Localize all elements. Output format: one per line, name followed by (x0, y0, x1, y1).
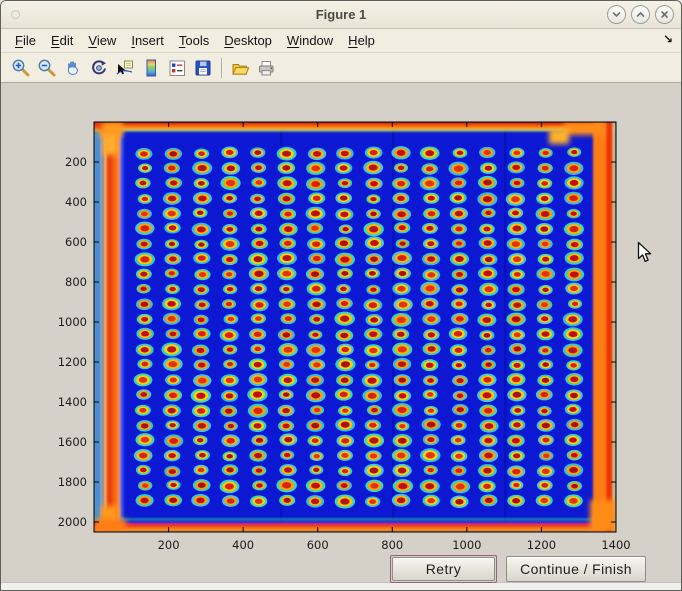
toolbar-separator (221, 57, 222, 78)
zoom-in-icon (12, 59, 30, 76)
minimize-button[interactable] (607, 5, 626, 24)
menu-item-view[interactable]: View (88, 33, 117, 48)
x-tick-label: 1200 (527, 538, 556, 552)
zoom-out-button[interactable] (34, 56, 60, 80)
toolbar (1, 53, 681, 83)
zoom-out-icon (38, 59, 56, 76)
rotate-3d-icon (92, 59, 106, 74)
y-tick-label: 1000 (58, 315, 87, 329)
insert-colorbar-button[interactable] (138, 56, 164, 80)
menubar: File Edit View Insert Tools Desktop Window Help… (1, 29, 681, 53)
y-tick-label: 1600 (58, 435, 87, 449)
spot-grid (133, 146, 585, 509)
y-tick-label: 2000 (58, 515, 87, 529)
close-button[interactable] (655, 5, 674, 24)
menu-item-window[interactable]: Window (286, 33, 334, 48)
printer-icon (259, 60, 274, 76)
titlebar[interactable]: Figure 1 (1, 1, 681, 29)
y-tick-label: 1800 (58, 475, 87, 489)
y-tick-label: 600 (65, 235, 87, 249)
pan-button[interactable] (60, 56, 86, 80)
chevron-up-icon (636, 11, 645, 17)
maximize-button[interactable] (631, 5, 650, 24)
y-tick-label: 400 (65, 195, 87, 209)
x-tick-label: 1400 (601, 538, 630, 552)
menu-item-desktop[interactable]: Desktop (224, 33, 272, 48)
rotate-3d-button[interactable] (86, 56, 112, 80)
y-tick-label: 200 (65, 155, 87, 169)
window-controls (607, 5, 674, 24)
insert-legend-button[interactable] (164, 56, 190, 80)
window-bottom-edge (1, 582, 681, 590)
open-folder-icon (232, 63, 250, 75)
data-cursor-button[interactable] (112, 56, 138, 80)
x-tick-label: 200 (158, 538, 180, 552)
save-figure-button[interactable] (190, 56, 216, 80)
zoom-in-button[interactable] (8, 56, 34, 80)
axes-box (93, 121, 617, 533)
x-tick-label: 800 (381, 538, 403, 552)
menu-item-insert[interactable]: Insert (131, 33, 164, 48)
legend-icon (169, 60, 185, 76)
y-tick-label: 800 (65, 275, 87, 289)
save-floppy-icon (195, 60, 211, 75)
retry-focus-ring: Retry (390, 555, 497, 583)
retry-button[interactable]: Retry (392, 557, 495, 581)
pan-hand-icon (67, 60, 79, 75)
menu-item-tools[interactable]: Tools (178, 33, 210, 48)
x-tick-label: 600 (307, 538, 329, 552)
close-icon (661, 11, 668, 18)
window-title: Figure 1 (315, 7, 367, 22)
continue-finish-button[interactable]: Continue / Finish (506, 556, 646, 582)
menu-item-help[interactable]: Help (348, 33, 375, 48)
y-tick-label: 1400 (58, 395, 87, 409)
y-tick-label: 1200 (58, 355, 87, 369)
chevron-down-icon (612, 12, 621, 18)
print-figure-button[interactable] (253, 56, 279, 80)
menu-items: File Edit View Insert Tools Desktop Window Help (1, 33, 390, 48)
open-file-button[interactable] (227, 56, 253, 80)
heatmap-image (94, 122, 616, 532)
microarray-image-plot[interactable]: 200 400 600 800 1000 1200 1400 200 400 600 800 1000… (1, 83, 682, 584)
window-menu-icon[interactable] (11, 10, 20, 19)
data-cursor-icon (116, 60, 133, 74)
x-tick-label: 1000 (452, 538, 481, 552)
colorbar-icon (146, 59, 156, 76)
dock-figure-icon[interactable]: ↘ (662, 32, 673, 46)
menu-item-file[interactable]: File (15, 33, 36, 48)
menu-item-edit[interactable]: Edit (50, 33, 74, 48)
figure-canvas[interactable]: 200 400 600 800 1000 1200 1400 200 400 600 800 1000… (1, 83, 682, 584)
x-tick-label: 400 (232, 538, 254, 552)
